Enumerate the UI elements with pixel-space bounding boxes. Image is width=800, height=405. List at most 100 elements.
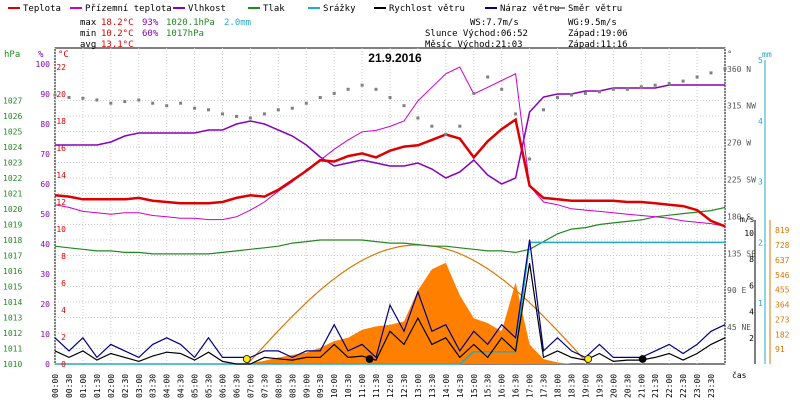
x-tick: 23:30 <box>707 374 716 398</box>
wind-direction-point <box>109 101 113 105</box>
wind-direction-point <box>597 90 601 94</box>
x-tick: 19:30 <box>595 374 604 398</box>
x-tick: 11:00 <box>358 374 367 398</box>
temp-tick: 10 <box>56 225 66 234</box>
hpa-tick: 1020 <box>3 205 22 214</box>
wind-direction-point <box>723 67 727 71</box>
pct-tick: 40 <box>40 240 50 249</box>
wm2-tick: 637 <box>775 256 790 265</box>
ms-tick: 2 <box>749 334 754 343</box>
wind-direction-point <box>179 101 183 105</box>
wind-direction-point <box>486 75 490 79</box>
pct-tick: 80 <box>40 120 50 129</box>
stat-avg-temp: 13.1°C <box>101 40 134 50</box>
temp-tick: 14 <box>56 171 66 180</box>
x-tick: 16:00 <box>498 374 507 398</box>
info-ws: WS:7.7m/s <box>470 18 519 28</box>
wind-direction-point <box>556 96 559 99</box>
legend-label: Směr větru <box>568 4 622 14</box>
wind-direction-point <box>639 85 643 89</box>
pct-tick: 100 <box>36 60 51 69</box>
wind-direction-point <box>374 87 378 91</box>
wind-direction-point <box>290 106 294 110</box>
mm-tick: 4 <box>758 117 763 126</box>
x-tick: 03:30 <box>149 374 158 398</box>
pct-tick: 10 <box>40 330 50 339</box>
x-tick: 18:00 <box>554 374 563 398</box>
wind-direction-point <box>528 157 532 161</box>
temp-tick: 8 <box>61 252 66 261</box>
x-tick: 13:00 <box>414 374 423 398</box>
dir-tick: 135 SE <box>727 249 756 258</box>
x-tick: 00:30 <box>65 374 74 398</box>
mm-tick: 5 <box>758 56 763 65</box>
wind-direction-point <box>151 101 155 105</box>
hpa-tick: 1023 <box>3 159 22 168</box>
wind-direction-point <box>570 93 573 97</box>
series-lines <box>53 66 727 365</box>
wind-direction-point <box>709 71 713 75</box>
dir-tick: 180 S <box>727 212 751 221</box>
wind-direction-point <box>262 112 266 116</box>
wm2-tick: 546 <box>775 271 790 280</box>
info-wg: WG:9.5m/s <box>568 18 617 28</box>
hpa-tick: 1022 <box>3 174 22 183</box>
dir-tick: 45 NE <box>727 323 751 332</box>
wind-direction-point <box>360 83 364 87</box>
pct-tick: 0 <box>45 360 50 369</box>
x-tick: 05:30 <box>205 374 214 398</box>
wind-direction-point <box>123 100 127 104</box>
stat-max-temp: 18.2°C <box>101 18 134 28</box>
hpa-tick: 1017 <box>3 252 22 261</box>
dir-tick: 315 NW <box>727 102 756 111</box>
info-moon-set: Západ:11:16 <box>568 40 628 50</box>
mm-tick: 3 <box>758 178 763 187</box>
hpa-tick: 1019 <box>3 221 22 230</box>
hpa-tick: 1026 <box>3 112 22 121</box>
wind-direction-point <box>611 87 615 91</box>
ms-tick: 8 <box>749 255 754 264</box>
hpa-tick: 1025 <box>3 128 22 137</box>
x-tick: 20:30 <box>623 374 632 398</box>
x-tick: 15:00 <box>470 374 479 398</box>
wm2-tick: 91 <box>775 345 785 354</box>
x-tick: 16:30 <box>512 374 521 398</box>
rain-line <box>55 241 725 365</box>
wind-direction-point <box>667 82 671 86</box>
stat-label: min <box>80 29 96 39</box>
stat-max-press: 1020.1hPa <box>166 18 215 28</box>
temp-tick: 0 <box>61 360 66 369</box>
x-tick: 21:30 <box>651 374 660 398</box>
x-tick: 20:00 <box>609 374 618 398</box>
sunrise-marker <box>242 355 251 363</box>
axis-label-dir: ° <box>727 50 732 60</box>
info-moon: Měsíc Východ:21:03 <box>425 40 523 50</box>
legend-label: Tlak <box>263 4 285 14</box>
pct-tick: 30 <box>40 270 50 279</box>
pct-tick: 50 <box>40 210 50 219</box>
wind-direction-point <box>53 93 57 97</box>
wind-direction-point <box>695 75 699 79</box>
wm2-tick: 728 <box>775 241 790 250</box>
hpa-tick: 1027 <box>3 97 22 106</box>
mm-tick: 2 <box>758 238 763 247</box>
x-tick: 04:30 <box>177 374 186 398</box>
pct-tick: 90 <box>40 90 50 99</box>
axis-label-ms: m/s <box>740 215 755 224</box>
hpa-tick: 1011 <box>3 345 22 354</box>
ms-tick: 4 <box>749 308 754 317</box>
wind-direction-point <box>137 98 141 102</box>
x-tick: 13:30 <box>428 374 437 398</box>
x-tick: 15:30 <box>484 374 493 398</box>
x-tick: 14:00 <box>442 374 451 398</box>
hpa-tick: 1015 <box>3 283 22 292</box>
temp-tick: 18 <box>56 117 66 126</box>
wind-direction-point <box>318 96 322 99</box>
x-tick: 06:00 <box>219 374 228 398</box>
x-tick: 01:00 <box>79 374 88 398</box>
stat-max-rain: 2.0mm <box>224 18 251 28</box>
x-tick: 12:30 <box>400 374 409 398</box>
x-tick: 02:00 <box>107 374 116 398</box>
radiation-fill <box>55 262 725 364</box>
